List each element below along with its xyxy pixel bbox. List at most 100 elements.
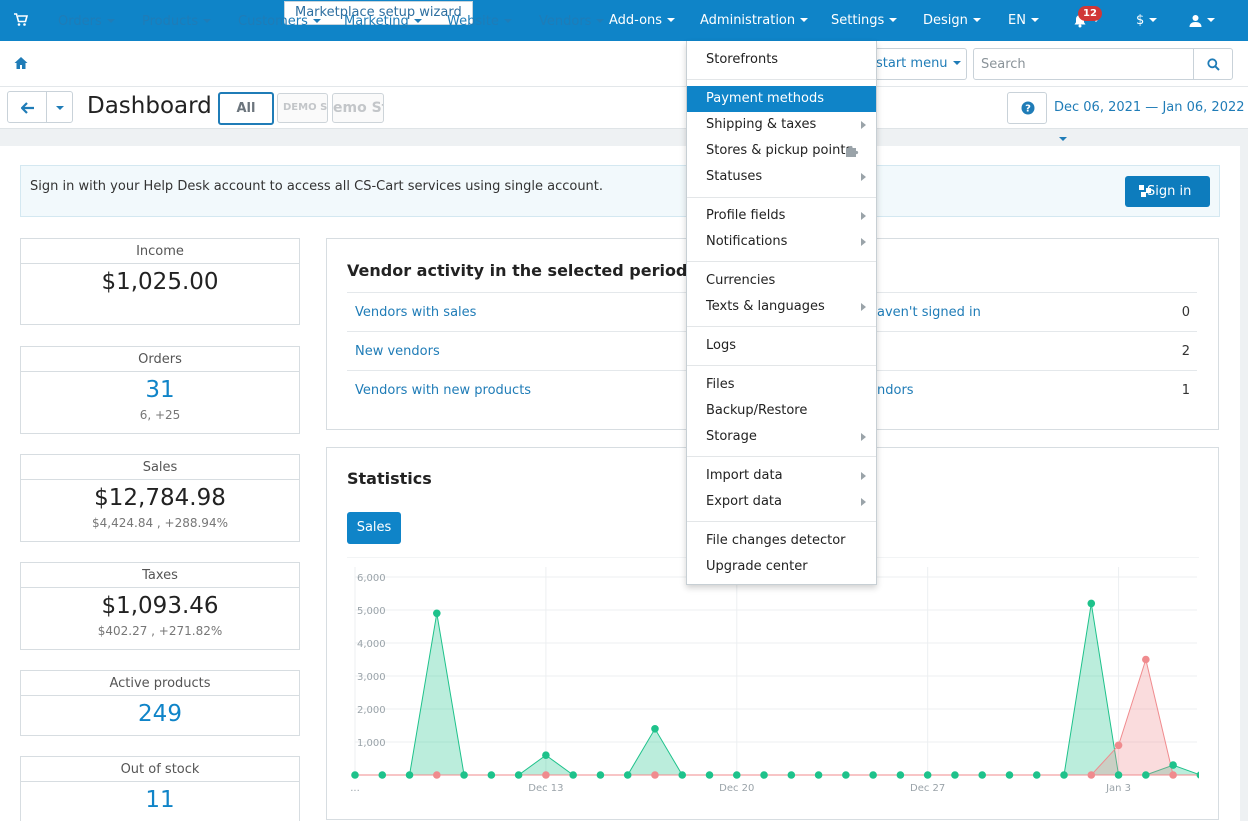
data-point[interactable]: [760, 771, 768, 779]
kpi-income[interactable]: Income $1,025.00: [20, 238, 300, 325]
vendors-not-signed-in-link[interactable]: aven't signed in: [877, 305, 981, 320]
menu-item-upgrade-center[interactable]: Upgrade center: [687, 554, 876, 580]
date-range-picker[interactable]: Dec 06, 2021 — Jan 06, 2022: [1054, 92, 1248, 156]
nav-orders[interactable]: Orders: [58, 0, 115, 46]
kpi-value[interactable]: 249: [138, 701, 182, 727]
data-point[interactable]: [1087, 771, 1096, 779]
new-vendors-link[interactable]: New vendors: [355, 344, 440, 359]
data-point[interactable]: [405, 771, 414, 779]
nav-website[interactable]: Website: [447, 0, 512, 46]
storefront-tab-all[interactable]: All: [218, 92, 274, 125]
data-point[interactable]: [1032, 771, 1041, 779]
home-icon[interactable]: [14, 56, 28, 70]
data-point[interactable]: [433, 771, 441, 779]
data-point[interactable]: [951, 771, 959, 779]
data-point[interactable]: [514, 771, 523, 779]
vendors-with-sales-link[interactable]: Vendors with sales: [355, 305, 477, 320]
menu-item-export-data[interactable]: Export data: [687, 489, 876, 515]
tab-sales[interactable]: Sales: [347, 512, 401, 544]
menu-item-notifications[interactable]: Notifications: [687, 229, 876, 255]
data-point[interactable]: [1114, 741, 1123, 750]
menu-item-file-changes-detector[interactable]: File changes detector: [687, 528, 876, 554]
data-point[interactable]: [351, 771, 359, 779]
nav-addons[interactable]: Add-ons: [609, 0, 676, 41]
kpi-taxes[interactable]: Taxes $1,093.46 $402.27 , +271.82%: [20, 562, 300, 650]
data-point[interactable]: [869, 771, 877, 779]
back-history-dropdown[interactable]: [46, 91, 73, 123]
nav-vendors[interactable]: Vendors: [539, 0, 605, 46]
kpi-value[interactable]: 11: [145, 787, 175, 813]
data-point[interactable]: [596, 771, 605, 779]
nav-marketing[interactable]: Marketing: [344, 0, 422, 46]
storefront-tab-second-store[interactable]: emo Sto: [332, 93, 384, 123]
data-point[interactable]: [651, 725, 659, 733]
cart-icon[interactable]: [14, 13, 28, 27]
data-point[interactable]: [1087, 599, 1096, 608]
nav-language[interactable]: EN: [1008, 0, 1039, 41]
data-point[interactable]: [378, 771, 387, 779]
start-menu-button[interactable]: start menu: [866, 48, 967, 80]
data-point[interactable]: [678, 771, 687, 779]
menu-item-stores-pickup-points[interactable]: Stores & pickup points: [687, 138, 876, 164]
menu-item-profile-fields[interactable]: Profile fields: [687, 203, 876, 229]
data-point[interactable]: [651, 771, 659, 779]
data-point[interactable]: [1005, 771, 1014, 779]
nav-design[interactable]: Design: [923, 0, 981, 41]
menu-item-texts-languages[interactable]: Texts & languages: [687, 294, 876, 320]
storefront-tab-demo-store[interactable]: DEMO STORE: [277, 93, 328, 123]
data-point[interactable]: [978, 771, 987, 779]
vendors-link[interactable]: ndors: [877, 383, 914, 398]
marketplace-setup-wizard-link[interactable]: Marketplace setup wizard: [284, 1, 473, 25]
data-point[interactable]: [1142, 655, 1150, 664]
data-point[interactable]: [487, 771, 496, 779]
data-point[interactable]: [1142, 771, 1150, 779]
nav-settings[interactable]: Settings: [831, 0, 898, 41]
back-button[interactable]: [7, 91, 47, 123]
data-point[interactable]: [460, 771, 468, 779]
data-point[interactable]: [923, 771, 932, 779]
menu-item-shipping-taxes[interactable]: Shipping & taxes: [687, 112, 876, 138]
kpi-sales[interactable]: Sales $12,784.98 $4,424.84 , +288.94%: [20, 454, 300, 542]
menu-item-statuses[interactable]: Statuses: [687, 164, 876, 190]
menu-item-logs[interactable]: Logs: [687, 333, 876, 359]
kpi-active-products[interactable]: Active products 249: [20, 670, 300, 736]
search-input[interactable]: [973, 48, 1194, 80]
kpi-out-of-stock[interactable]: Out of stock 11: [20, 756, 300, 821]
sign-in-button[interactable]: Sign in: [1125, 176, 1210, 207]
data-point[interactable]: [787, 771, 796, 779]
data-point[interactable]: [623, 771, 632, 779]
help-button[interactable]: ?: [1007, 92, 1047, 124]
kpi-orders[interactable]: Orders 31 6, +25: [20, 346, 300, 434]
search-button[interactable]: [1193, 48, 1233, 80]
user-menu-button[interactable]: [1189, 0, 1215, 41]
data-point[interactable]: [433, 609, 441, 618]
data-point[interactable]: [814, 771, 823, 779]
nav-administration[interactable]: Administration: [700, 0, 809, 41]
data-point[interactable]: [1169, 771, 1177, 779]
menu-item-files[interactable]: Files: [687, 372, 876, 398]
vendors-with-new-products-link[interactable]: Vendors with new products: [355, 383, 532, 398]
data-point[interactable]: [842, 771, 850, 779]
menu-item-label: Upgrade center: [706, 559, 808, 574]
menu-item-payment-methods[interactable]: Payment methods: [687, 86, 876, 112]
menu-item-backup-restore[interactable]: Backup/Restore: [687, 398, 876, 424]
data-point[interactable]: [569, 771, 577, 779]
data-point[interactable]: [1060, 771, 1068, 779]
data-point[interactable]: [732, 771, 741, 779]
kpi-value[interactable]: 31: [145, 377, 175, 403]
menu-item-storage[interactable]: Storage: [687, 424, 876, 450]
menu-item-import-data[interactable]: Import data: [687, 463, 876, 489]
nav-customers[interactable]: Customers: [238, 0, 321, 46]
menu-item-storefronts[interactable]: Storefronts: [687, 47, 876, 73]
menu-item-currencies[interactable]: Currencies: [687, 268, 876, 294]
kpi-label: Out of stock: [21, 757, 299, 782]
currency-button[interactable]: $: [1136, 0, 1158, 41]
data-point[interactable]: [1196, 771, 1199, 779]
data-point[interactable]: [705, 771, 714, 779]
data-point[interactable]: [542, 751, 550, 759]
data-point[interactable]: [1114, 771, 1123, 779]
data-point[interactable]: [1169, 761, 1177, 769]
nav-products[interactable]: Products: [142, 0, 212, 46]
data-point[interactable]: [896, 771, 905, 779]
data-point[interactable]: [542, 771, 550, 779]
